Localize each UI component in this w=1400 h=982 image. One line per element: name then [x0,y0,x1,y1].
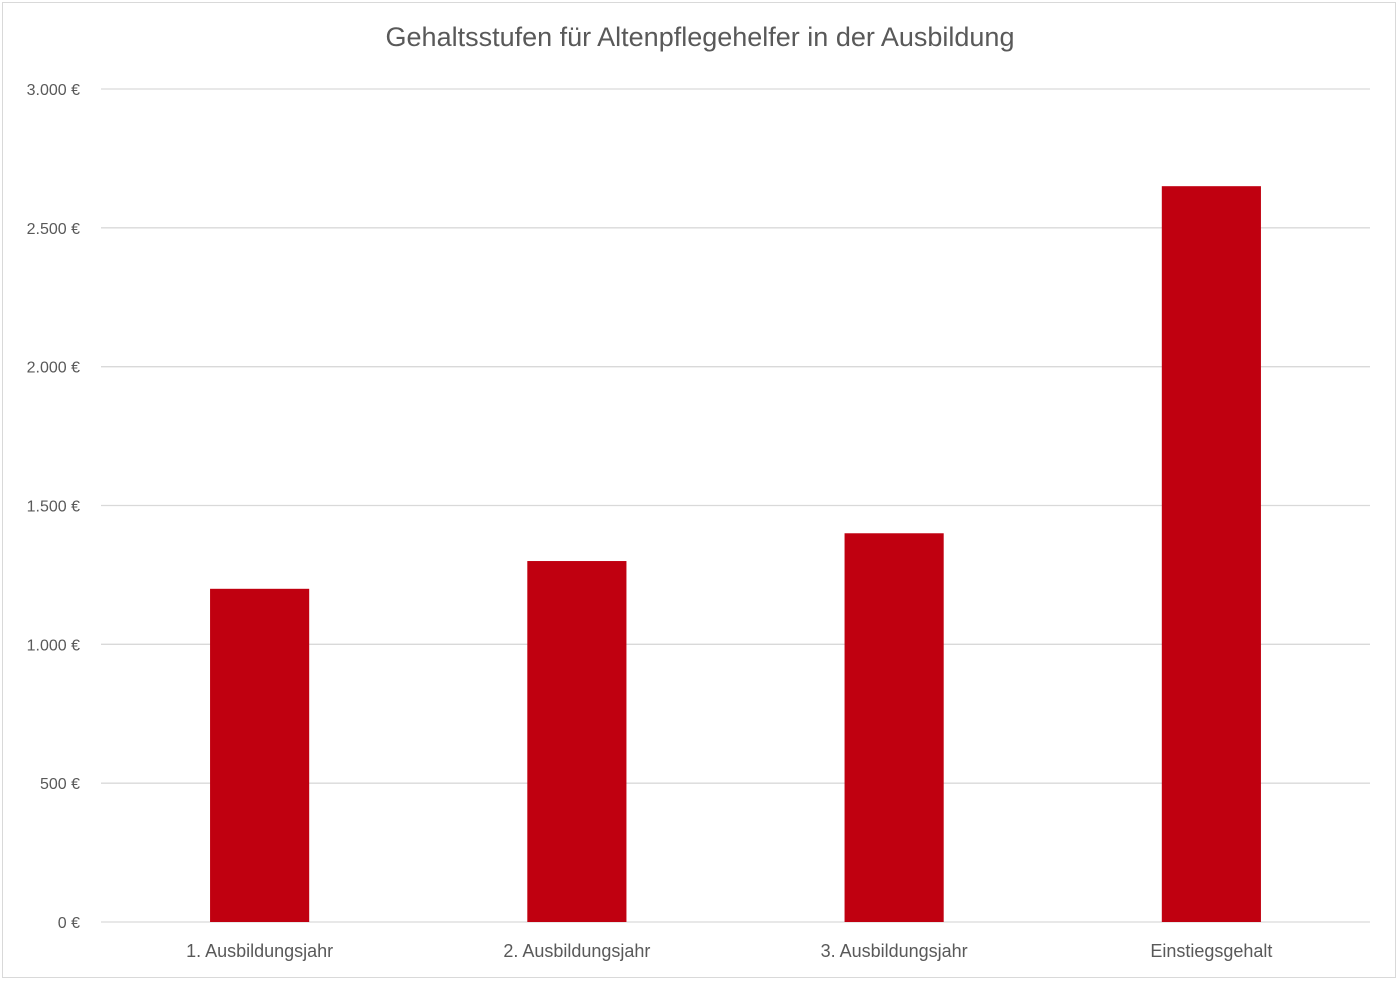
y-axis-ticks: 0 € 500 € 1.000 € 1.500 € 2.000 € 2.500 € 3.00… [27,82,80,932]
y-tick-label: 2.000 € [27,360,80,377]
x-tick-label: 3. Ausbildungsjahr [821,941,968,961]
x-axis-ticks: 1. Ausbildungsjahr 2. Ausbildungsjahr 3. A… [186,941,1272,961]
x-tick-label: Einstiegsgehalt [1150,941,1272,961]
x-tick-label: 2. Ausbildungsjahr [503,941,650,961]
y-tick-label: 1.500 € [27,499,80,516]
gridlines [101,88,1370,923]
bars [210,186,1261,922]
y-tick-label: 500 € [40,776,80,793]
y-tick-label: 2.500 € [27,221,80,238]
chart-title: Gehaltsstufen für Altenpflegehelfer in d… [385,22,1015,52]
y-tick-label: 3.000 € [27,82,80,99]
bar [527,561,627,922]
x-tick-label: 1. Ausbildungsjahr [186,941,333,961]
bar [1161,186,1261,922]
y-tick-label: 1.000 € [27,637,80,654]
bar [210,588,310,922]
y-tick-label: 0 € [58,915,80,932]
bar [844,533,944,922]
